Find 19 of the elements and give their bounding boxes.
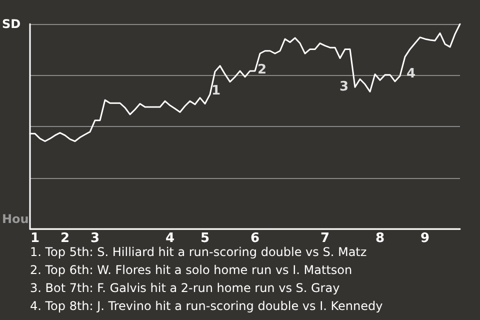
x-tick-label: 3 <box>90 231 100 246</box>
text: SD <box>2 17 21 31</box>
text: 4. Top 8th: J. Trevino hit a run-scoring double vs I. Kennedy <box>30 299 383 313</box>
annotation: 3 <box>339 80 349 94</box>
x-tick-label: 5 <box>200 231 210 246</box>
x-tick-label: 8 <box>375 231 385 246</box>
annotation: 1 <box>211 84 221 98</box>
x-tick-label: 1 <box>30 231 40 246</box>
text: Hou <box>2 212 29 226</box>
x-tick-label: 4 <box>165 231 175 246</box>
text: 3. Bot 7th: F. Galvis hit a 2-run home run vs S. Gray <box>30 281 340 295</box>
x-tick-label: 9 <box>420 231 430 246</box>
x-tick-label: 6 <box>250 231 260 246</box>
annotation: 2 <box>257 62 267 78</box>
x-tick-label: 7 <box>320 231 330 246</box>
text: 1. Top 5th: S. Hilliard hit a run-scoring double vs S. Matz <box>30 245 367 259</box>
text: 2. Top 6th: W. Flores hit a solo home run vs I. Mattson <box>30 263 352 277</box>
annotation: 4 <box>406 66 416 82</box>
x-tick-label: 2 <box>60 231 70 246</box>
